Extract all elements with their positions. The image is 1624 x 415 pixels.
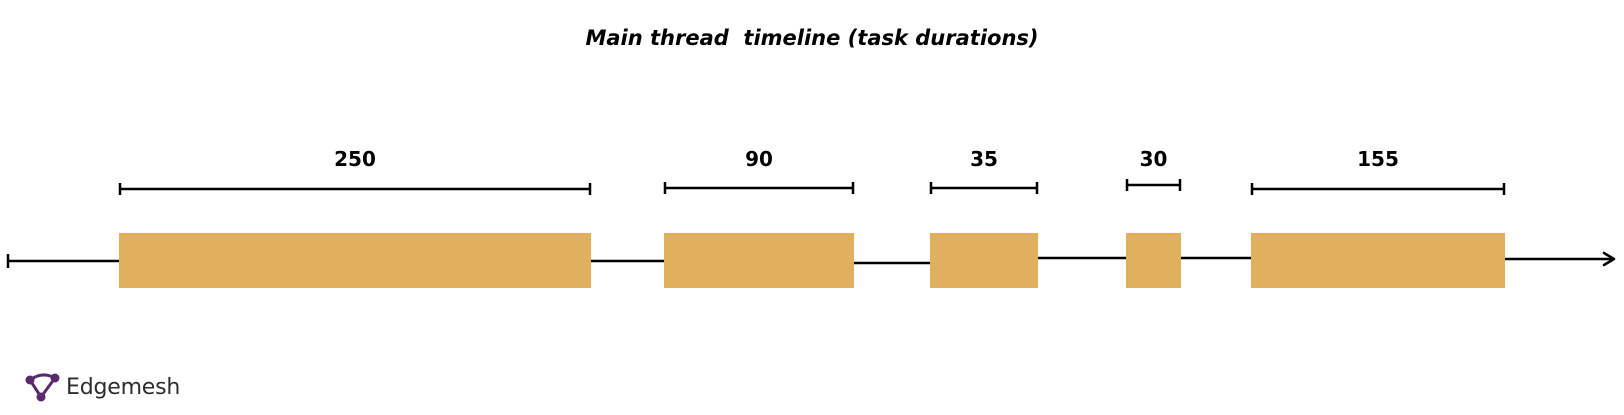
duration-bracket: 155: [1250, 147, 1506, 195]
timeline-arrow-head: [1602, 251, 1616, 267]
diagram-title: Main thread timeline (task durations): [585, 26, 1039, 50]
timeline-axis: [6, 251, 1616, 268]
duration-bracket: 35: [929, 147, 1039, 194]
duration-bracket: 250: [118, 147, 592, 195]
duration-bracket: 30: [1125, 147, 1182, 191]
task-duration-label: 30: [1140, 147, 1168, 171]
task-block: [119, 233, 591, 288]
task-duration-label: 35: [970, 147, 998, 171]
duration-brackets: 250 90 35 30 155: [118, 147, 1506, 195]
task-blocks: [119, 233, 1505, 288]
duration-bracket: 90: [663, 147, 855, 194]
task-block: [1126, 233, 1181, 288]
task-duration-label: 250: [334, 147, 376, 171]
task-block: [1251, 233, 1505, 288]
task-block: [664, 233, 854, 288]
brand: Edgemesh: [24, 372, 180, 402]
brand-name: Edgemesh: [66, 374, 181, 400]
task-duration-label: 155: [1357, 147, 1399, 171]
task-duration-label: 90: [745, 147, 773, 171]
task-block: [930, 233, 1038, 288]
edgemesh-logo-icon: [25, 373, 60, 402]
